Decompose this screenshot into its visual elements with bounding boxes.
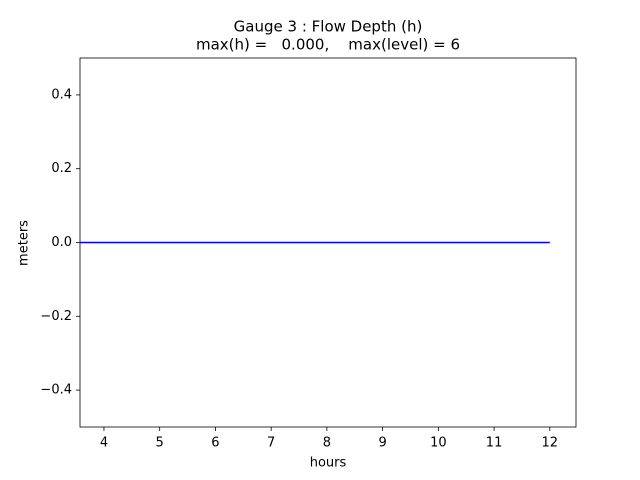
x-tick-label: 8 — [323, 436, 331, 451]
y-tick-label: 0.2 — [51, 161, 72, 176]
chart-title: Gauge 3 : Flow Depth (h) — [234, 18, 423, 36]
x-tick-label: 7 — [267, 436, 275, 451]
x-tick-label: 10 — [430, 436, 447, 451]
y-tick-label: 0.4 — [51, 87, 72, 102]
y-tick-label: 0.0 — [51, 235, 72, 250]
chart-subtitle: max(h) = 0.000, max(level) = 6 — [196, 36, 460, 54]
x-axis-label: hours — [310, 456, 347, 471]
x-tick-label: 12 — [542, 436, 559, 451]
x-tick-label: 6 — [211, 436, 219, 451]
x-tick-label: 4 — [100, 436, 108, 451]
x-tick-label: 9 — [378, 436, 386, 451]
y-tick-label: −0.4 — [40, 383, 72, 398]
plot-frame — [79, 57, 577, 428]
x-tick-label: 5 — [156, 436, 164, 451]
y-axis-label: meters — [17, 220, 32, 266]
x-tick-label: 11 — [486, 436, 503, 451]
y-tick-label: −0.2 — [40, 309, 72, 324]
